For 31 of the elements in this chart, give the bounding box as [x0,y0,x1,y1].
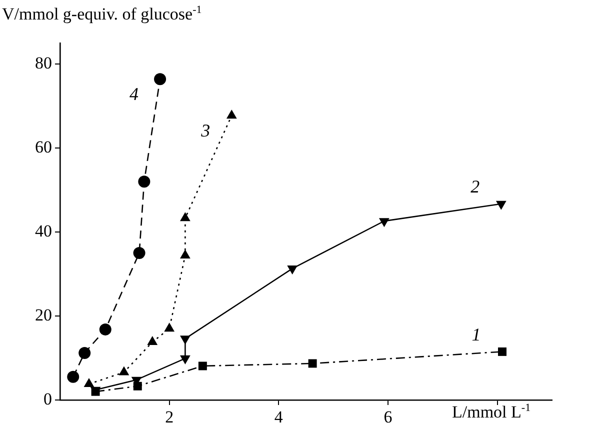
point [78,346,91,359]
point [164,322,175,332]
series-label: 1 [472,324,481,344]
point [138,176,150,188]
point [498,347,506,356]
point [180,212,190,222]
point [118,366,130,376]
x-tick-label: 4 [274,408,284,425]
series-label: 4 [130,84,139,104]
y-tick-label: 40 [35,221,52,240]
point [84,378,94,388]
point [99,323,112,336]
point [180,250,190,259]
x-tick-label: 6 [384,408,392,425]
point [308,359,317,368]
x-axis-title: L/mmol L$^{-1}$ [452,402,531,423]
point [154,73,166,86]
x-tick-label: 2 [165,408,174,425]
point [198,362,207,370]
y-axis-title: V/mmol g-equiv. of glucose$^{-1}$ [2,4,202,25]
y-tick-label: 60 [35,137,52,156]
point [67,370,80,383]
point [147,336,158,346]
point [226,110,237,119]
y-tick-label: 80 [35,53,52,72]
series-label: 2 [470,176,480,197]
y-tick-label: 0 [44,389,52,408]
point [133,247,146,259]
point [133,382,142,390]
series-label: 3 [200,120,210,140]
y-tick-label: 20 [35,305,52,324]
